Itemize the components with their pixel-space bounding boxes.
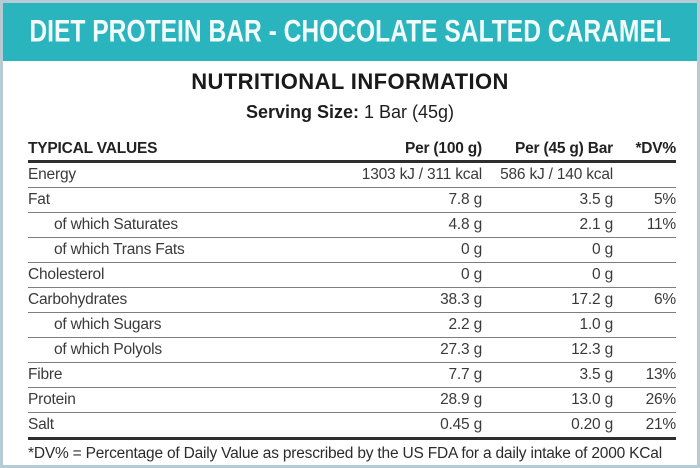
dv-percent-value: 13% [645, 366, 677, 383]
nutrient-name: of which Sugars [54, 316, 162, 333]
table-row: of which Saturates 4.8 g 2.1 g 11% [28, 213, 676, 238]
per-100g-value: 7.7 g [448, 366, 483, 383]
per-100g-value: 0 g [461, 266, 482, 283]
dv-percent-value: 5% [653, 191, 676, 208]
table-row: of which Sugars 2.2 g 1.0 g [28, 313, 676, 338]
col-header-per-45g-bar: Per (45 g) Bar [515, 139, 613, 157]
dv-percent-value: 21% [645, 416, 677, 433]
per-100g-value: 27.3 g [440, 341, 482, 358]
nutrient-name: of which Polyols [54, 341, 162, 358]
nutrient-name: Cholesterol [28, 266, 105, 283]
table-row: Salt 0.45 g 0.20 g 21% [28, 413, 676, 440]
table-body: Energy 1303 kJ / 311 kcal 586 kJ / 140 kca… [28, 163, 676, 440]
product-title-banner: DIET PROTEIN BAR - CHOCOLATE SALTED CARA… [3, 3, 697, 61]
per-45g-bar-value: 0.20 g [571, 416, 613, 433]
dv-footnote: *DV% = Percentage of Daily Value as pres… [28, 445, 662, 462]
table-row: Protein 28.9 g 13.0 g 26% [28, 388, 676, 413]
per-45g-bar-value: 3.5 g [579, 191, 614, 208]
table-row: Fat 7.8 g 3.5 g 5% [28, 188, 676, 213]
nutrient-name: Protein [28, 391, 76, 408]
table-row: Energy 1303 kJ / 311 kcal 586 kJ / 140 kca… [28, 163, 676, 188]
nutrient-name: Energy [28, 166, 76, 183]
col-header-per-100g: Per (100 g) [404, 139, 482, 157]
table-row: of which Trans Fats 0 g 0 g [28, 238, 676, 263]
nutrient-name: of which Trans Fats [54, 241, 185, 258]
nutrient-name: Salt [28, 416, 54, 433]
serving-size-value: 1 Bar (45g) [364, 102, 455, 122]
table-row: Cholesterol 0 g 0 g [28, 263, 676, 288]
nutritional-information-heading: NUTRITIONAL INFORMATION [191, 69, 509, 94]
col-header-dv-percent: *DV% [635, 139, 676, 157]
per-100g-value: 0 g [461, 241, 482, 258]
per-45g-bar-value: 0 g [592, 266, 613, 283]
per-45g-bar-value: 17.2 g [571, 291, 613, 308]
table-header-row: TYPICAL VALUES Per (100 g) Per (45 g) Ba… [28, 137, 676, 163]
nutrient-name: of which Saturates [54, 216, 178, 233]
per-45g-bar-value: 12.3 g [571, 341, 613, 358]
per-100g-value: 7.8 g [448, 191, 483, 208]
per-45g-bar-value: 2.1 g [579, 216, 614, 233]
table-row: of which Polyols 27.3 g 12.3 g [28, 338, 676, 363]
serving-size-label: Serving Size: [245, 102, 359, 122]
product-title: DIET PROTEIN BAR - CHOCOLATE SALTED CARA… [29, 14, 671, 49]
col-header-typical-values: TYPICAL VALUES [28, 139, 158, 157]
per-100g-value: 1303 kJ / 311 kcal [361, 166, 482, 183]
nutrient-name: Carbohydrates [28, 291, 128, 308]
dv-percent-value: 6% [653, 291, 676, 308]
nutrient-name: Fibre [28, 366, 63, 383]
serving-size-line: Serving Size: 1 Bar (45g) [3, 101, 697, 123]
table-row: Carbohydrates 38.3 g 17.2 g 6% [28, 288, 676, 313]
per-100g-value: 28.9 g [440, 391, 482, 408]
per-100g-value: 0.45 g [440, 416, 482, 433]
per-45g-bar-value: 586 kJ / 140 kcal [500, 166, 613, 183]
dv-percent-value: 11% [646, 216, 676, 233]
per-100g-value: 38.3 g [440, 291, 482, 308]
per-45g-bar-value: 1.0 g [579, 316, 614, 333]
per-100g-value: 2.2 g [448, 316, 483, 333]
nutrition-table: TYPICAL VALUES Per (100 g) Per (45 g) Ba… [28, 137, 676, 440]
per-45g-bar-value: 0 g [592, 241, 613, 258]
per-45g-bar-value: 13.0 g [571, 391, 613, 408]
table-row: Fibre 7.7 g 3.5 g 13% [28, 363, 676, 388]
per-45g-bar-value: 3.5 g [579, 366, 614, 383]
nutrient-name: Fat [28, 191, 50, 208]
dv-percent-value: 26% [645, 391, 677, 408]
per-100g-value: 4.8 g [448, 216, 483, 233]
